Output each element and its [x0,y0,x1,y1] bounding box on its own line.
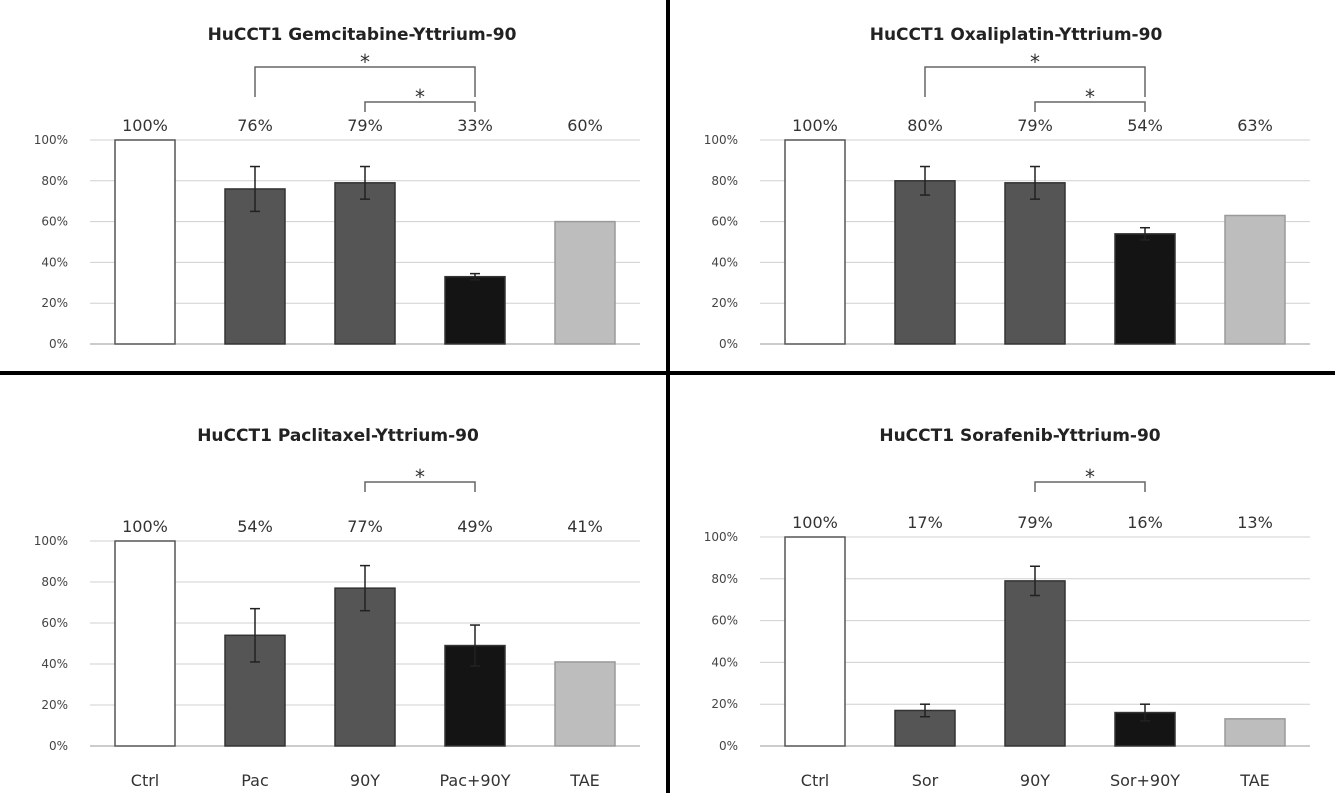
significance-star: * [360,50,370,74]
value-label: 100% [792,116,838,135]
value-label: 63% [1237,116,1273,135]
bar [334,182,396,345]
significance-star: * [1030,50,1040,74]
y-tick-label: 40% [711,255,738,269]
chart-svg-paclitaxel: HuCCT1 Paclitaxel-Yttrium-90 0% 20% 40% 60% 8… [34,426,640,790]
bar [894,180,956,345]
y-tick-label: 80% [711,174,738,188]
y-tick-label: 40% [711,655,738,669]
chart-paclitaxel: HuCCT1 Paclitaxel-Yttrium-90 0% 20% 40% 60% 8… [0,377,666,793]
significance-star: * [415,85,425,109]
value-label: 49% [457,517,493,536]
y-tick-label: 60% [711,614,738,628]
y-tick-label: 80% [711,572,738,586]
y-tick-label: 100% [704,133,738,147]
bar [334,587,396,747]
category-label: TAE [1239,771,1270,790]
y-tick-label: 100% [704,530,738,544]
significance-bracket [924,66,1146,97]
value-label: 13% [1237,513,1273,532]
value-label: 33% [457,116,493,135]
y-tick-label: 20% [711,697,738,711]
y-tick-label: 80% [41,575,68,589]
y-tick-label: 60% [41,616,68,630]
significance-bracket [1034,481,1146,492]
value-label: 60% [567,116,603,135]
y-tick-label: 80% [41,174,68,188]
significance-bracket [1034,101,1146,112]
significance-star: * [415,465,425,489]
category-label: Pac [241,771,269,790]
chart-title: HuCCT1 Paclitaxel-Yttrium-90 [197,426,479,446]
y-tick-label: 60% [711,215,738,229]
chart-title: HuCCT1 Sorafenib-Yttrium-90 [879,426,1160,446]
bar [1224,214,1286,345]
value-label: 79% [347,116,383,135]
category-label: Sor+90Y [1110,771,1180,790]
y-tick-label: 0% [49,739,68,753]
chart-title: HuCCT1 Oxaliplatin-Yttrium-90 [870,25,1163,45]
bar [224,188,286,345]
y-tick-label: 100% [34,534,68,548]
category-label: TAE [569,771,600,790]
bar [554,661,616,747]
y-tick-label: 40% [41,657,68,671]
y-tick-label: 20% [41,698,68,712]
category-label: 90Y [350,771,380,790]
chart-svg-sorafenib: HuCCT1 Sorafenib-Yttrium-90 0% 20% 40% 60% 80… [704,426,1310,790]
significance-bracket [364,101,476,112]
value-label: 17% [907,513,943,532]
bar [1004,182,1066,345]
y-tick-label: 100% [34,133,68,147]
category-label: Sor [912,771,939,790]
value-label: 16% [1127,513,1163,532]
bar [1114,233,1176,345]
chart-svg-gemcitabine: HuCCT1 Gemcitabine-Yttrium-90 0% 20% 40% 60%… [34,25,640,351]
bar [1004,580,1066,747]
category-label: Ctrl [131,771,159,790]
y-tick-label: 60% [41,215,68,229]
y-tick-label: 20% [41,296,68,310]
category-label: Ctrl [801,771,829,790]
value-label: 80% [907,116,943,135]
y-tick-label: 0% [49,337,68,351]
chart-svg-oxaliplatin: HuCCT1 Oxaliplatin-Yttrium-90 0% 20% 40% 60%… [704,25,1310,351]
value-label: 100% [122,116,168,135]
y-tick-label: 40% [41,255,68,269]
value-label: 76% [237,116,273,135]
chart-title: HuCCT1 Gemcitabine-Yttrium-90 [208,25,517,45]
y-tick-label: 0% [719,337,738,351]
bar [114,540,176,747]
value-label: 54% [237,517,273,536]
bar [1224,718,1286,747]
bar [114,139,176,345]
bar [444,275,506,345]
chart-gemcitabine: HuCCT1 Gemcitabine-Yttrium-90 0% 20% 40% 60%… [0,0,666,371]
category-label: Pac+90Y [439,771,510,790]
significance-star: * [1085,465,1095,489]
y-tick-label: 20% [711,296,738,310]
vertical-divider [666,0,670,793]
value-label: 100% [122,517,168,536]
significance-bracket [364,481,476,492]
value-label: 79% [1017,116,1053,135]
y-tick-label: 0% [719,739,738,753]
bar [784,139,846,345]
value-label: 41% [567,517,603,536]
bar [554,220,616,345]
bar [784,536,846,747]
chart-oxaliplatin: HuCCT1 Oxaliplatin-Yttrium-90 0% 20% 40% 60%… [670,0,1335,371]
value-label: 100% [792,513,838,532]
chart-sorafenib: HuCCT1 Sorafenib-Yttrium-90 0% 20% 40% 60% 80… [670,377,1335,793]
value-label: 77% [347,517,383,536]
category-label: 90Y [1020,771,1050,790]
significance-star: * [1085,85,1095,109]
value-label: 79% [1017,513,1053,532]
value-label: 54% [1127,116,1163,135]
significance-bracket [254,66,476,97]
horizontal-divider [0,371,1335,375]
